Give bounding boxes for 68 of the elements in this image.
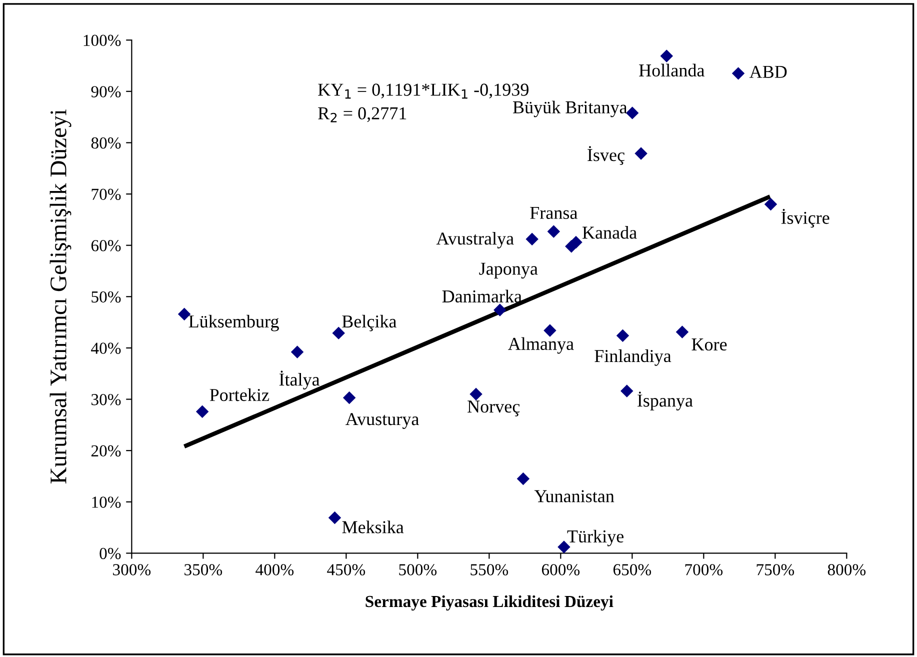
annotation: Finlandiya — [594, 349, 672, 366]
annotation: Yunanistan — [534, 490, 614, 502]
annotation: İtalya — [279, 370, 320, 390]
point — [732, 67, 745, 80]
x-tick-label: 550% — [470, 564, 508, 576]
x-tick-label: 600% — [542, 564, 580, 576]
x-tick-label: 650% — [613, 564, 652, 576]
point — [660, 50, 673, 62]
point — [526, 232, 538, 246]
x-tick-label: 500% — [399, 564, 437, 576]
y-tick-label: 50% — [92, 291, 121, 303]
annotation: Hollanda — [639, 64, 704, 77]
annotation: Belçika — [342, 314, 396, 332]
y-tick-label: 60% — [91, 240, 121, 252]
point — [470, 388, 482, 400]
point — [616, 329, 630, 342]
annotation: KY$_{1}$ = 0,1191*LIK$_{1}$ -0,1939 — [318, 84, 528, 99]
annotation: Norveç — [468, 400, 520, 416]
annotation: Meksika — [342, 520, 404, 534]
point — [676, 326, 689, 338]
x-tick-label: 450% — [327, 564, 366, 576]
annotation: İspanya — [638, 392, 693, 410]
x-tick-label: 300% — [113, 564, 151, 576]
annotation: Japonya — [479, 262, 538, 279]
y-tick-label: 40% — [91, 342, 121, 354]
y-tick-label: 20% — [91, 445, 121, 457]
annotation: Lüksemburg — [188, 314, 279, 332]
point — [565, 240, 578, 253]
y-tick-label: 30% — [92, 394, 121, 406]
annotation: İsviçre — [781, 208, 830, 228]
point — [634, 147, 648, 160]
annotation: R$_{2}$ = 0,2771 — [318, 107, 406, 122]
y-tick-label: 70% — [92, 188, 121, 200]
x-tick-label: 350% — [184, 564, 222, 576]
x-tick-label: 700% — [685, 564, 723, 576]
x-tick-label: 750% — [756, 564, 794, 576]
y-tick-label: 0% — [100, 548, 121, 560]
y-tick-label: 80% — [91, 137, 121, 149]
point — [516, 472, 530, 486]
point — [328, 511, 342, 524]
point — [290, 346, 304, 358]
annotation: Almanya — [508, 337, 574, 354]
annotation: İsveç — [588, 146, 624, 165]
point — [342, 391, 356, 404]
annotation: Kanada — [582, 226, 637, 239]
point — [547, 225, 560, 238]
x-tick-label: 800% — [828, 564, 866, 576]
point — [764, 198, 778, 211]
annotation: Avusturya — [346, 413, 419, 429]
point — [196, 405, 209, 418]
y-axis-title: Kurumsal Yatırımcı Gelişmişlik Düzeyi — [50, 110, 72, 484]
annotation: Danimarka — [442, 290, 522, 302]
y-tick-label: 10% — [92, 496, 121, 508]
y-tick-label: 100% — [84, 34, 121, 46]
x-tick-label: 400% — [256, 564, 294, 576]
annotation: ABD — [749, 66, 787, 78]
annotation: Portekiz — [210, 388, 269, 402]
annotation: Türkiye — [567, 530, 624, 546]
y-tick-label: 90% — [91, 86, 121, 98]
point — [544, 324, 556, 337]
point — [494, 304, 506, 316]
annotation: Büyük Britanya — [512, 100, 628, 118]
annotation: Kore — [692, 338, 727, 351]
x-axis-title: Sermaye Piyasası Likiditesi Düzeyi — [366, 595, 614, 611]
annotation: Avustralya — [436, 232, 514, 248]
point — [626, 106, 639, 120]
annotation: Fransa — [530, 206, 578, 219]
point — [620, 384, 634, 398]
